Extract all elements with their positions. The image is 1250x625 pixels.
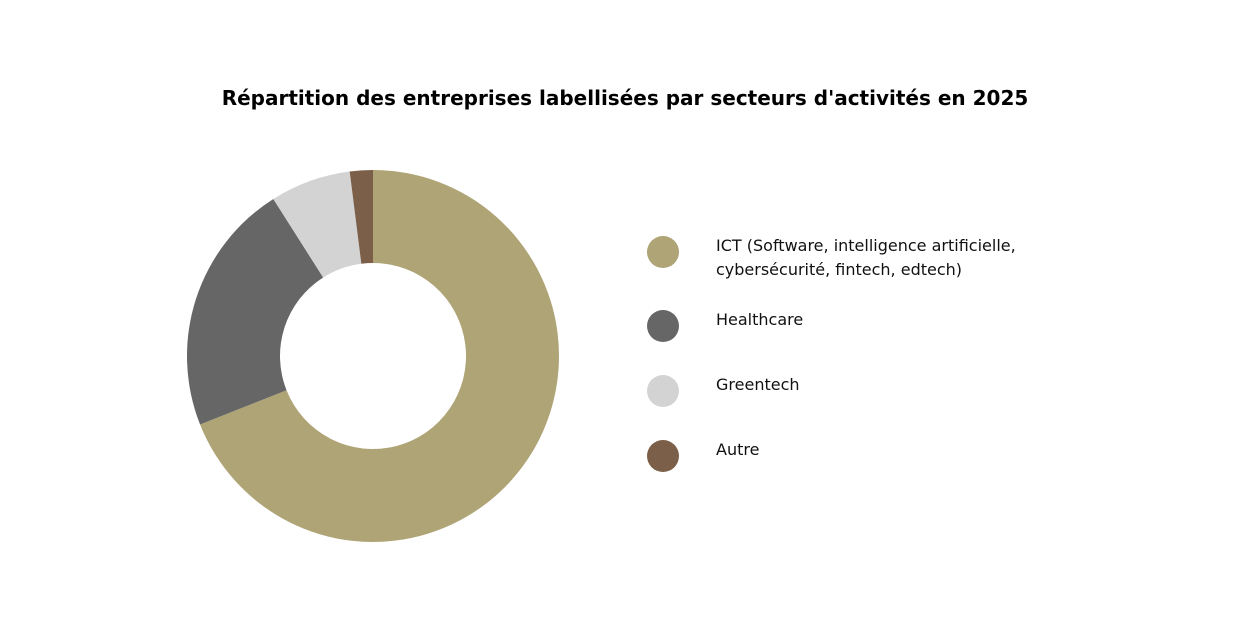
chart-title: Répartition des entreprises labellisées …: [221, 86, 1029, 110]
legend-label: ICT (Software, intelligence artificielle…: [716, 236, 1016, 279]
legend-item: Healthcare: [647, 310, 1067, 342]
donut-slice-3: [349, 170, 373, 264]
legend-swatch: [647, 440, 679, 472]
legend-label: Healthcare: [716, 310, 804, 329]
legend-item: Greentech: [647, 375, 1067, 407]
legend-swatch: [647, 236, 679, 268]
donut-slice-1: [187, 198, 324, 425]
legend-item: ICT (Software, intelligence artificielle…: [647, 236, 1067, 282]
donut-slice-0: [200, 170, 559, 542]
legend-swatch: [647, 375, 679, 407]
legend-label: Greentech: [716, 375, 800, 394]
legend-label: Autre: [716, 440, 760, 459]
legend-swatch: [647, 310, 679, 342]
donut-slice-2: [273, 171, 362, 278]
legend-item: Autre: [647, 440, 1067, 472]
